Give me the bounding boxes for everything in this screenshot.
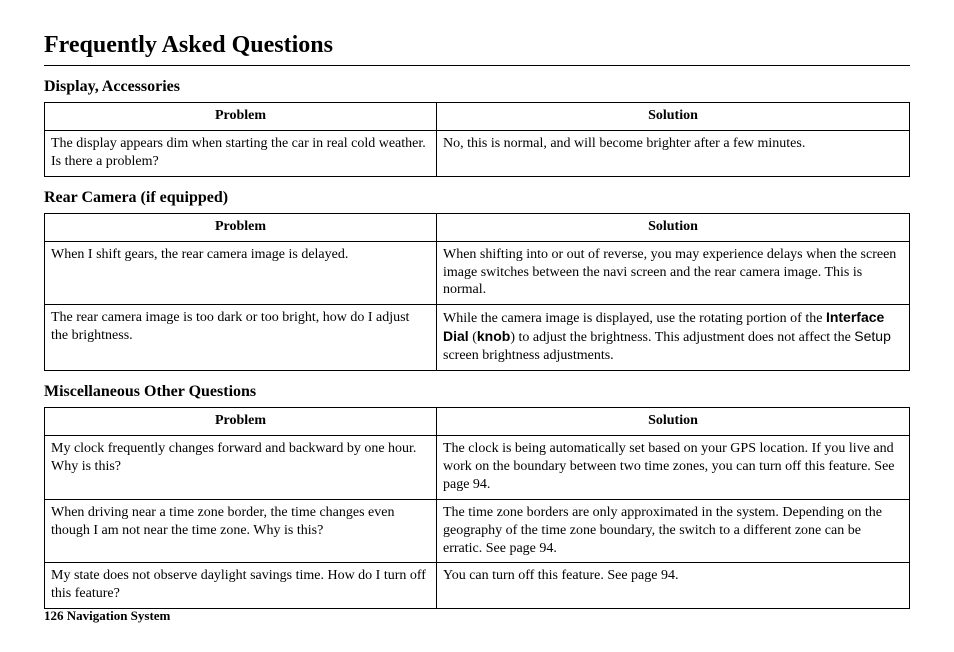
section-heading-rear-camera: Rear Camera (if equipped) — [44, 189, 910, 207]
table-row: My clock frequently changes forward and … — [45, 435, 910, 499]
solution-cell: While the camera image is displayed, use… — [437, 305, 910, 371]
problem-cell: When I shift gears, the rear camera imag… — [45, 241, 437, 305]
col-header-solution: Solution — [437, 213, 910, 241]
col-header-problem: Problem — [45, 213, 437, 241]
col-header-solution: Solution — [437, 408, 910, 436]
footer-label-text: Navigation System — [67, 608, 171, 623]
solution-cell: No, this is normal, and will become brig… — [437, 130, 910, 176]
page-footer: 126 Navigation System — [44, 608, 170, 624]
section-heading-display: Display, Accessories — [44, 78, 910, 96]
paren-open: ( — [469, 330, 477, 345]
table-row: When driving near a time zone border, th… — [45, 499, 910, 563]
faq-table-rear-camera: Problem Solution When I shift gears, the… — [44, 213, 910, 371]
paren-close-and-mid: ) to adjust the brightness. This adjustm… — [510, 330, 854, 345]
setup-term: Setup — [854, 328, 891, 344]
solution-cell: The time zone borders are only approxima… — [437, 499, 910, 563]
col-header-problem: Problem — [45, 408, 437, 436]
table-row: When I shift gears, the rear camera imag… — [45, 241, 910, 305]
knob-term: knob — [477, 328, 510, 344]
problem-cell: The rear camera image is too dark or too… — [45, 305, 437, 371]
problem-cell: My clock frequently changes forward and … — [45, 435, 437, 499]
problem-cell: The display appears dim when starting th… — [45, 130, 437, 176]
solution-text-post: screen brightness adjustments. — [443, 348, 614, 363]
faq-table-display: Problem Solution The display appears dim… — [44, 102, 910, 177]
col-header-solution: Solution — [437, 103, 910, 131]
page-title: Frequently Asked Questions — [44, 32, 910, 59]
table-row: The rear camera image is too dark or too… — [45, 305, 910, 371]
table-row: The display appears dim when starting th… — [45, 130, 910, 176]
page-number: 126 — [44, 608, 64, 623]
solution-cell: The clock is being automatically set bas… — [437, 435, 910, 499]
table-header-row: Problem Solution — [45, 408, 910, 436]
problem-cell: My state does not observe daylight savin… — [45, 563, 437, 609]
section-heading-misc: Miscellaneous Other Questions — [44, 383, 910, 401]
solution-text-pre: While the camera image is displayed, use… — [443, 311, 826, 326]
table-header-row: Problem Solution — [45, 213, 910, 241]
faq-table-misc: Problem Solution My clock frequently cha… — [44, 407, 910, 609]
table-header-row: Problem Solution — [45, 103, 910, 131]
title-rule — [44, 65, 910, 66]
solution-cell: When shifting into or out of reverse, yo… — [437, 241, 910, 305]
table-row: My state does not observe daylight savin… — [45, 563, 910, 609]
col-header-problem: Problem — [45, 103, 437, 131]
solution-cell: You can turn off this feature. See page … — [437, 563, 910, 609]
problem-cell: When driving near a time zone border, th… — [45, 499, 437, 563]
